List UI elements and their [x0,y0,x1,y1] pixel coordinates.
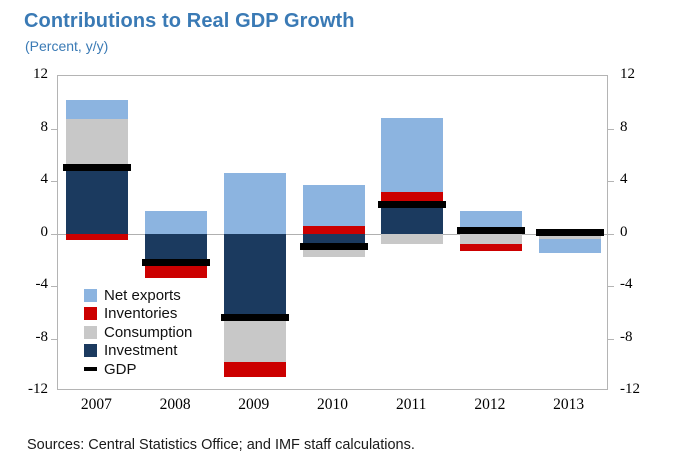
x-axis-label: 2011 [395,396,427,413]
bar-segment [223,233,286,318]
gdp-marker [63,164,132,172]
gdp-marker [378,201,447,209]
axis-tick [51,338,58,340]
bar-segment [302,226,365,234]
source-note: Sources: Central Statistics Office; and … [27,437,415,453]
legend-swatch-icon [84,344,97,358]
legend-item[interactable]: Inventories [84,305,192,324]
y-axis-label-right: -4 [620,276,633,292]
axis-tick [51,181,58,182]
axis-tick [607,233,614,235]
legend-item[interactable]: GDP [84,360,192,379]
y-axis-label-left: -4 [35,276,49,292]
x-axis-label: 2010 [317,396,348,413]
legend-item-label: Investment [104,342,178,360]
legend-item[interactable]: Consumption [84,323,192,342]
legend-item-label: Inventories [104,305,178,323]
bar-segment [66,167,129,234]
legend-item[interactable]: Net exports [84,286,192,305]
bar-segment [145,211,208,234]
bar-segment [223,173,286,234]
y-axis-label-left: 0 [40,223,49,240]
bar-segment [223,362,286,377]
axis-tick [51,286,58,287]
legend-item-label: Consumption [104,323,193,341]
y-axis-label-left: -12 [28,381,48,397]
bar-segment [381,118,444,192]
bar-segment [66,233,129,241]
y-axis-label-left: 12 [33,66,48,82]
gdp-marker [299,243,368,251]
legend-swatch-icon [84,307,97,321]
axis-tick [607,181,614,182]
bar-segment [302,184,365,227]
chart-legend: Net exports Inventories Consumption Investm… [84,286,192,379]
legend-item[interactable]: Investment [84,342,192,361]
chart-title: Contributions to Real GDP Growth [24,10,355,32]
bar-segment [66,119,129,168]
x-axis-label: 2013 [553,396,585,413]
x-axis-label: 2009 [238,396,270,413]
x-axis-label: 2008 [159,396,191,413]
y-axis-label-right: 8 [620,118,628,135]
bar-segment [538,238,601,254]
bar-segment [459,244,522,252]
axis-tick [607,338,614,340]
y-axis-label-right: -8 [620,328,633,345]
y-axis-label-left: 8 [40,118,49,135]
bar-segment [381,233,444,244]
bar-segment [145,233,208,262]
gdp-marker [142,258,211,266]
y-axis-label-right: 12 [620,66,635,82]
axis-tick [607,286,614,287]
legend-swatch-icon [84,288,97,302]
bar-segment [381,191,444,202]
legend-item-label: GDP [104,360,137,378]
axis-tick [51,233,58,235]
axis-tick [51,128,58,130]
bar-segment [223,317,286,363]
gdp-marker [535,229,604,237]
x-axis-label: 2007 [80,396,112,413]
gdp-marker [456,227,525,235]
bar-segment [302,247,365,258]
y-axis-label-right: -12 [620,381,640,397]
y-axis-label-left: 4 [40,171,49,187]
plot-area [51,75,614,390]
bar-segment [66,99,129,120]
bar-segment [459,233,522,244]
legend-line-icon [84,367,97,372]
y-axis-label-right: 0 [620,223,628,240]
y-axis-label-left: -8 [35,328,49,345]
bar-segment [459,210,522,231]
y-axis-label-right: 4 [620,171,628,187]
x-axis-label: 2012 [474,396,506,413]
axis-tick [607,128,614,130]
legend-item-label: Net exports [104,286,181,304]
gdp-marker [220,314,289,321]
legend-swatch-icon [84,325,97,339]
chart-subtitle: (Percent, y/y) [25,38,109,54]
